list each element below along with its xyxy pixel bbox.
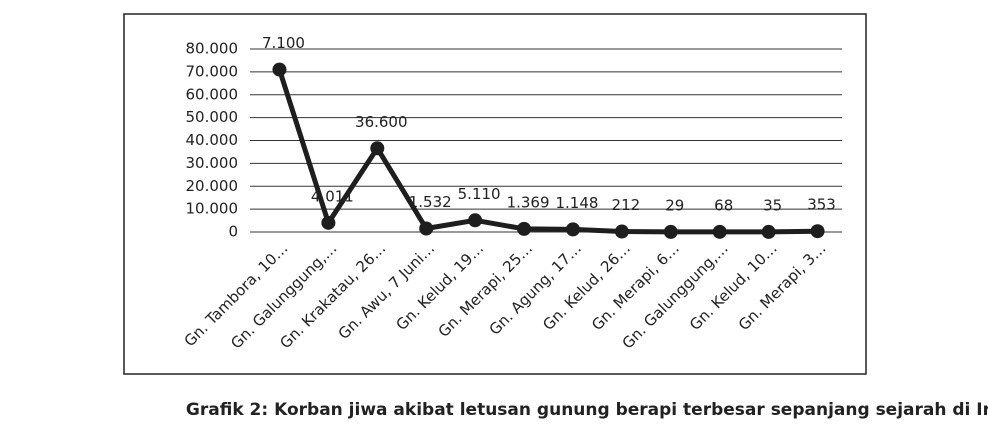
data-label: 1.369 bbox=[507, 193, 550, 211]
marker bbox=[663, 224, 678, 239]
data-label: 29 bbox=[665, 196, 684, 214]
y-tick-label: 70.000 bbox=[186, 62, 239, 80]
marker bbox=[419, 221, 434, 236]
data-label: 353 bbox=[807, 196, 836, 214]
data-label: 212 bbox=[612, 196, 641, 214]
data-label: 7.100 bbox=[262, 34, 305, 52]
x-tick-label: Gn. Kelud, 10… bbox=[686, 239, 781, 334]
y-tick-label: 50.000 bbox=[186, 108, 239, 126]
data-label: 5.110 bbox=[458, 185, 501, 203]
y-tick-label: 20.000 bbox=[186, 177, 239, 195]
x-tick-label: Gn. Kelud, 26… bbox=[539, 239, 634, 334]
data-label: 1.148 bbox=[555, 194, 598, 212]
data-label: 4.011 bbox=[311, 187, 354, 205]
data-label: 68 bbox=[714, 196, 733, 214]
marker bbox=[468, 213, 483, 228]
x-tick-label: Gn. Merapi, 3… bbox=[735, 239, 830, 334]
y-tick-label: 60.000 bbox=[186, 85, 239, 103]
y-tick-label: 80.000 bbox=[186, 40, 239, 58]
marker bbox=[761, 224, 776, 239]
x-tick-label: Gn. Merapi, 6… bbox=[588, 239, 683, 334]
data-label: 35 bbox=[763, 196, 782, 214]
marker bbox=[565, 222, 580, 237]
y-tick-label: 10.000 bbox=[186, 200, 239, 218]
marker bbox=[370, 141, 385, 156]
y-tick-label: 40.000 bbox=[186, 131, 239, 149]
marker bbox=[614, 224, 629, 239]
marker bbox=[321, 215, 336, 230]
data-label: 36.600 bbox=[355, 113, 408, 131]
data-label: 1.532 bbox=[409, 193, 452, 211]
y-tick-label: 0 bbox=[228, 223, 238, 241]
marker bbox=[810, 224, 825, 239]
marker bbox=[517, 221, 532, 236]
marker bbox=[712, 224, 727, 239]
caption: Grafik 2: Korban jiwa akibat letusan gun… bbox=[186, 400, 988, 420]
marker bbox=[272, 62, 287, 77]
line bbox=[277, 68, 818, 235]
x-tick-label: Gn. Kelud, 19… bbox=[393, 239, 488, 334]
chart-frame bbox=[123, 13, 867, 375]
y-tick-label: 30.000 bbox=[186, 154, 239, 172]
